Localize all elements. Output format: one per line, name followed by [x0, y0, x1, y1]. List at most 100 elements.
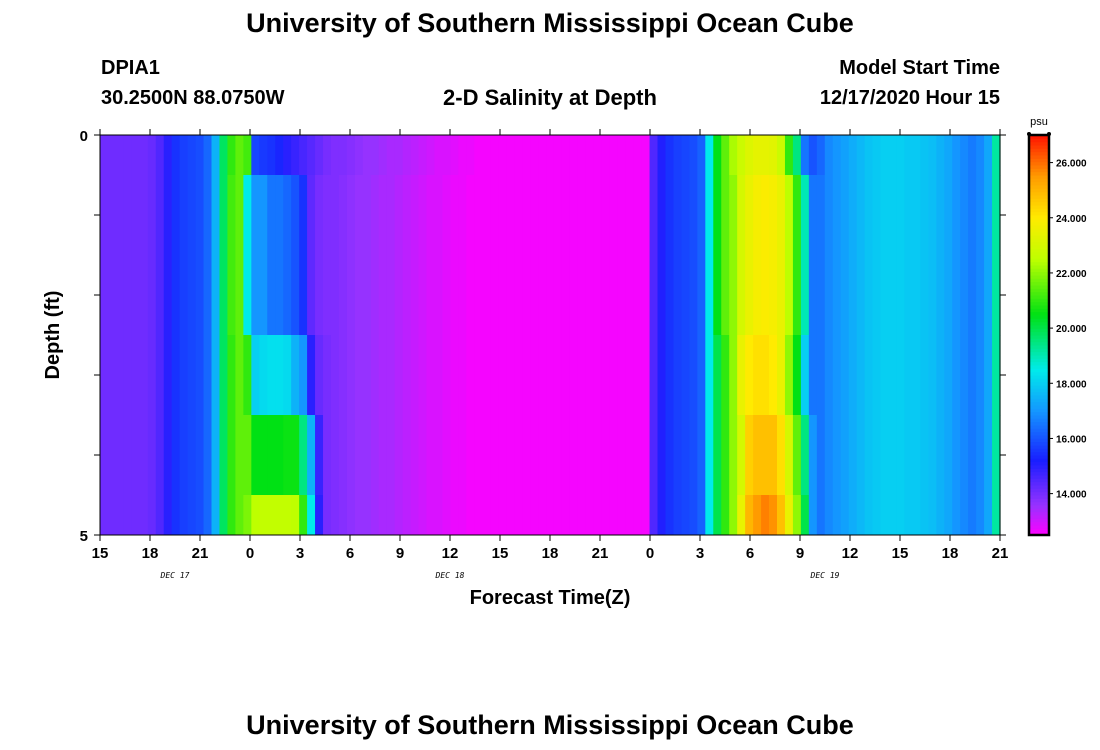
heatmap-cell	[753, 135, 762, 176]
heatmap-cell	[243, 415, 252, 496]
heatmap-cell	[928, 175, 937, 256]
heatmap-cell	[203, 135, 213, 176]
heatmap-cell	[147, 135, 157, 176]
heatmap-cell	[721, 415, 730, 496]
heatmap-cell	[506, 495, 515, 536]
heatmap-cell	[681, 335, 690, 416]
x-tick-label: 3	[696, 545, 704, 562]
heatmap-cell	[107, 175, 117, 256]
heatmap-cell	[872, 415, 882, 496]
heatmap-cell	[291, 135, 300, 176]
heatmap-cell	[577, 135, 587, 176]
heatmap-cell	[776, 175, 786, 256]
heatmap-cell	[450, 415, 459, 496]
heatmap-cell	[243, 335, 252, 416]
heatmap-cell	[307, 415, 316, 496]
colorbar-swatch	[1029, 315, 1049, 319]
heatmap-cell	[346, 175, 356, 256]
heatmap-cell	[283, 335, 292, 416]
heatmap-cell	[211, 495, 221, 536]
heatmap-cell	[617, 335, 627, 416]
colorbar-swatch	[1029, 361, 1049, 366]
colorbar-corner	[1027, 132, 1031, 136]
colorbar-swatch	[1029, 211, 1049, 216]
heatmap-cell	[171, 495, 181, 536]
heatmap-cell	[482, 335, 491, 416]
heatmap-cell	[617, 255, 627, 336]
heatmap-cell	[354, 135, 364, 176]
x-tick-label: 12	[842, 545, 859, 562]
colorbar-swatch	[1029, 435, 1049, 439]
heatmap-cell	[394, 135, 404, 176]
heatmap-cell	[466, 135, 475, 176]
heatmap-cell	[705, 175, 714, 256]
heatmap-cell	[601, 255, 611, 336]
colorbar-tick-label: 20.000	[1056, 324, 1087, 335]
colorbar-swatch	[1029, 525, 1049, 529]
heatmap-cell	[259, 495, 268, 536]
heatmap-cell	[649, 495, 659, 536]
heatmap-cell	[378, 175, 388, 256]
heatmap-cell	[769, 175, 778, 256]
heatmap-cell	[251, 135, 260, 176]
heatmap-cell	[912, 255, 921, 336]
heatmap-cell	[466, 175, 475, 256]
heatmap-cell	[386, 495, 396, 536]
heatmap-cell	[219, 415, 229, 496]
heatmap-cell	[840, 175, 850, 256]
heatmap-cell	[482, 415, 491, 496]
heatmap-cell	[362, 415, 372, 496]
heatmap-cell	[721, 335, 730, 416]
heatmap-cell	[466, 415, 475, 496]
x-tick-label: 18	[942, 545, 959, 562]
heatmap-cell	[761, 175, 770, 256]
heatmap-cell	[641, 255, 651, 336]
heatmap-cell	[418, 135, 428, 176]
heatmap-cell	[115, 495, 125, 536]
heatmap-cell	[896, 255, 906, 336]
heatmap-cell	[880, 255, 890, 336]
heatmap-cell	[530, 175, 539, 256]
heatmap-cell	[514, 175, 523, 256]
heatmap-cell	[776, 415, 786, 496]
heatmap-cell	[753, 495, 762, 536]
heatmap-cell	[163, 135, 173, 176]
heatmap-cell	[100, 495, 109, 536]
heatmap-cell	[123, 175, 133, 256]
heatmap-cell	[912, 495, 921, 536]
heatmap-cell	[864, 335, 874, 416]
colorbar-swatch	[1029, 438, 1049, 443]
heatmap-cell	[928, 255, 937, 336]
heatmap-cell	[697, 135, 706, 176]
heatmap-cell	[442, 415, 452, 496]
heatmap-cell	[402, 495, 412, 536]
heatmap-cell	[553, 175, 563, 256]
heatmap-cell	[984, 335, 993, 416]
heatmap-cell	[402, 335, 412, 416]
heatmap-cell	[139, 415, 149, 496]
colorbar-swatch	[1029, 488, 1049, 493]
heatmap-cell	[418, 255, 428, 336]
heatmap-cell	[737, 415, 746, 496]
heatmap-cell	[307, 135, 316, 176]
heatmap-cell	[187, 175, 197, 256]
heatmap-cell	[474, 135, 483, 176]
heatmap-cell	[538, 495, 547, 536]
heatmap-cell	[968, 495, 977, 536]
heatmap-cell	[904, 415, 913, 496]
heatmap-cell	[283, 255, 292, 336]
heatmap-cell	[267, 175, 276, 256]
heatmap-cell	[131, 175, 141, 256]
heatmap-cell	[442, 255, 452, 336]
heatmap-cell	[880, 135, 890, 176]
heatmap-cell	[784, 175, 794, 256]
heatmap-cell	[737, 175, 746, 256]
heatmap-cell	[370, 175, 380, 256]
heatmap-cell	[131, 135, 141, 176]
heatmap-cell	[864, 495, 874, 536]
heatmap-cell	[346, 255, 356, 336]
heatmap-cell	[761, 415, 770, 496]
colorbar-swatch	[1029, 271, 1049, 276]
heatmap-cell	[115, 175, 125, 256]
heatmap-cell	[490, 135, 499, 176]
